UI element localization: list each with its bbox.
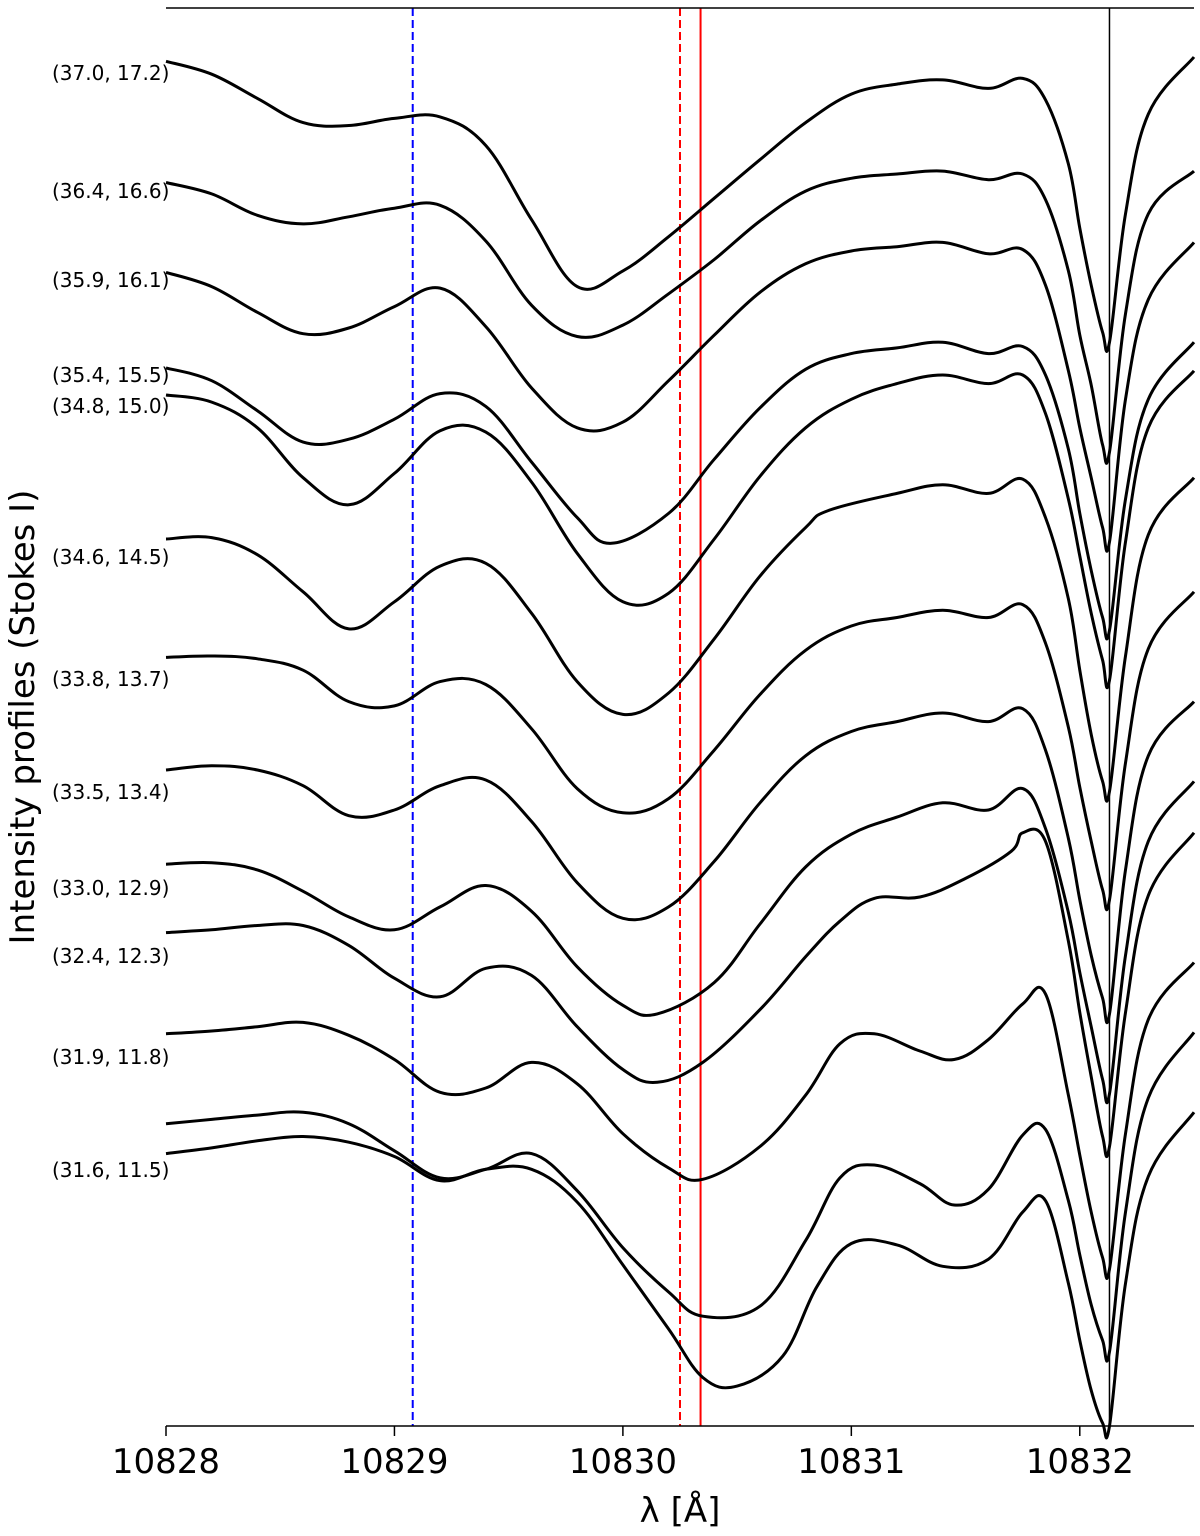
x-tick-label-10829: 10829 <box>340 1442 448 1482</box>
row-label-6: (34.6, 14.5) <box>52 545 169 569</box>
series-line-7 <box>165 590 1196 911</box>
row-label-4: (35.4, 15.5) <box>52 363 169 387</box>
series-line-12 <box>165 1031 1196 1363</box>
row-label-2: (36.4, 16.6) <box>52 179 169 203</box>
row-label-11: (31.9, 11.8) <box>52 1045 169 1069</box>
series-line-4 <box>165 340 1196 641</box>
x-tick-label-10830: 10830 <box>569 1442 677 1482</box>
series-line-11 <box>165 961 1196 1280</box>
row-label-10: (32.4, 12.3) <box>52 944 169 968</box>
series-line-5 <box>165 369 1196 690</box>
row-label-5: (34.8, 15.0) <box>52 394 169 418</box>
reference-lines <box>411 8 1111 1426</box>
series-line-3 <box>165 240 1196 553</box>
series-line-6 <box>165 476 1196 803</box>
row-label-1: (37.0, 17.2) <box>52 61 169 85</box>
row-labels: (37.0, 17.2) (36.4, 16.6) (35.9, 16.1) (35.… <box>52 61 169 1182</box>
series-lines <box>165 56 1196 1440</box>
x-axis-title: λ [Å] <box>640 1490 721 1531</box>
row-label-3: (35.9, 16.1) <box>52 268 169 292</box>
series-line-13 <box>165 1111 1196 1440</box>
row-label-8: (33.5, 13.4) <box>52 780 169 804</box>
series-line-10 <box>165 827 1196 1158</box>
row-label-9: (33.0, 12.9) <box>52 876 169 900</box>
y-axis-title: Intensity profiles (Stokes I) <box>3 490 43 945</box>
row-label-12: (31.6, 11.5) <box>52 1158 169 1182</box>
series-line-2 <box>165 169 1196 465</box>
series-line-8 <box>165 700 1196 1025</box>
x-tick-label-10831: 10831 <box>797 1442 905 1482</box>
row-label-7: (33.8, 13.7) <box>52 667 169 691</box>
series-line-9 <box>165 780 1196 1105</box>
axes: 10828 10829 10830 10831 10832 <box>112 7 1194 1482</box>
x-tick-label-10828: 10828 <box>112 1442 220 1482</box>
x-tick-label-10832: 10832 <box>1026 1442 1134 1482</box>
series-line-1 <box>165 56 1196 353</box>
